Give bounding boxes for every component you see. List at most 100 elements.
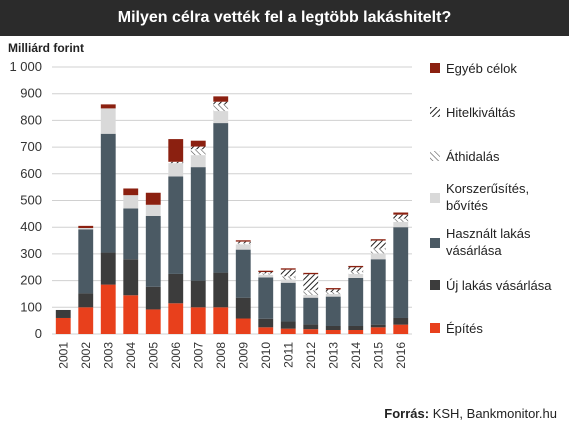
bar-segment (325, 329, 341, 334)
legend-swatch (430, 238, 440, 248)
bar-segment (258, 274, 274, 278)
bar-segment (393, 212, 409, 215)
bar-segment (303, 272, 319, 275)
bar-segment (100, 104, 116, 109)
bar-segment (325, 292, 341, 294)
legend-label: Egyéb célok (446, 61, 517, 76)
bar-segment (168, 273, 184, 304)
bar-segment (100, 108, 116, 134)
bar-segment (78, 225, 94, 229)
legend-swatch (430, 193, 440, 203)
bar-segment (348, 277, 364, 326)
bar-segment (348, 267, 364, 272)
y-tick-label: 600 (20, 166, 42, 181)
bar-segment (145, 286, 161, 310)
bar-segment (370, 239, 386, 241)
x-tick-label: 2008 (214, 342, 228, 369)
bar-segment (123, 295, 139, 334)
bar-segment (258, 270, 274, 273)
legend-label: Használt lakás (446, 226, 531, 241)
bar-segment (78, 228, 94, 230)
x-tick-label: 2002 (79, 342, 93, 369)
bar-segment (280, 328, 296, 334)
x-tick-label: 2011 (281, 342, 295, 368)
bar-segment (348, 273, 364, 278)
bar-segment (213, 111, 229, 124)
bar-segment (348, 329, 364, 334)
y-tick-label: 1 000 (9, 59, 42, 74)
bar-segment (123, 208, 139, 260)
bar-segment (393, 324, 409, 334)
legend-label: Korszerűsítés, (446, 181, 529, 196)
bar-segment (213, 307, 229, 334)
y-tick-label: 900 (20, 86, 42, 101)
bar-segment (145, 309, 161, 334)
x-tick-label: 2007 (191, 342, 205, 369)
bar-segment (168, 161, 184, 164)
bar-segment (325, 293, 341, 297)
bar-segment (303, 297, 319, 325)
y-tick-label: 500 (20, 193, 42, 208)
bar-segment (235, 244, 251, 250)
y-axis-ticks: 0 100 200 300 400 500 600 700 800 900 1 000 (9, 59, 42, 341)
y-tick-label: 800 (20, 112, 42, 127)
y-tick-label: 100 (20, 299, 42, 314)
bar-segment (258, 273, 274, 275)
x-tick-label: 2006 (169, 342, 183, 369)
bar-segment (213, 272, 229, 308)
bar-segment (190, 167, 206, 281)
bar-segment (213, 101, 229, 105)
x-tick-label: 2009 (236, 342, 250, 369)
bar-segment (168, 139, 184, 162)
bar-segment (370, 248, 386, 254)
x-tick-label: 2005 (146, 342, 160, 369)
source-label: Forrás: (384, 406, 430, 421)
bar-segment (393, 227, 409, 318)
y-tick-label: 700 (20, 139, 42, 154)
bar-segment (190, 280, 206, 308)
bar-segment (168, 176, 184, 274)
bar-segment (78, 293, 94, 308)
bar-segment (55, 317, 71, 334)
bar-segment (370, 259, 386, 325)
x-tick-label: 2003 (101, 342, 115, 369)
unit-label: Milliárd forint (8, 41, 84, 55)
bar-segment (280, 268, 296, 270)
bar-segment (168, 163, 184, 177)
bar-segment (280, 276, 296, 280)
bar-segment (348, 271, 364, 274)
source-text: KSH, Bankmonitor.hu (432, 406, 557, 421)
y-tick-label: 200 (20, 273, 42, 288)
bar-segment (258, 327, 274, 334)
legend-label: vásárlása (446, 243, 502, 258)
legend-label: Áthidalás (446, 149, 500, 164)
bar-segment (123, 195, 139, 209)
bar-segment (235, 249, 251, 298)
bar-segment (190, 140, 206, 147)
bar-segment (258, 277, 274, 319)
bar-segment (303, 329, 319, 334)
bar-segment (280, 321, 296, 329)
bar-segment (370, 240, 386, 249)
y-tick-label: 300 (20, 246, 42, 261)
chart-title: Milyen célra vették fel a legtöbb lakásh… (0, 0, 569, 36)
bar-segment (235, 240, 251, 242)
y-tick-label: 0 (35, 326, 42, 341)
bar-segment (145, 215, 161, 287)
bar-segment (325, 288, 341, 290)
bar-segment (303, 290, 319, 296)
legend-swatch (430, 323, 440, 333)
x-tick-label: 2001 (56, 342, 70, 369)
bar-segment (280, 282, 296, 322)
bar-segment (280, 279, 296, 283)
bar-segment (78, 307, 94, 334)
legend-label: bővítés (446, 198, 488, 213)
bar-segment (168, 303, 184, 334)
bar-segment (145, 204, 161, 216)
bar-segment (325, 296, 341, 326)
legend: Egyéb célok Hitelkiváltás Áthidalás Korszer… (430, 61, 552, 336)
legend-swatch (430, 63, 440, 73)
legend-label: Építés (446, 321, 483, 336)
bar-segment (258, 318, 274, 328)
